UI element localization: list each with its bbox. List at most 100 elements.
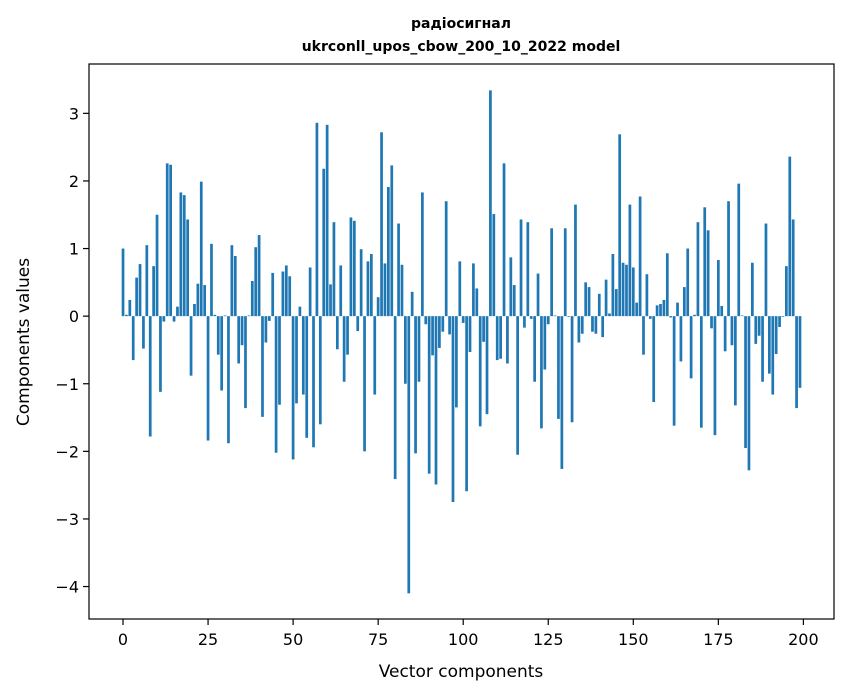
bar xyxy=(710,316,713,329)
bar xyxy=(482,316,485,342)
bar xyxy=(577,316,581,343)
bar xyxy=(492,214,496,317)
bar xyxy=(376,297,380,317)
bar xyxy=(274,316,278,453)
bar xyxy=(785,266,788,317)
bar xyxy=(404,316,407,384)
bar xyxy=(264,316,268,343)
bar xyxy=(298,306,302,317)
bar xyxy=(339,265,343,317)
bar xyxy=(478,316,482,427)
bar xyxy=(465,316,468,492)
bar xyxy=(342,316,346,382)
bar xyxy=(798,316,802,388)
bar xyxy=(768,316,771,374)
bar xyxy=(421,192,424,317)
bar xyxy=(162,316,166,322)
x-tick-label: 175 xyxy=(703,630,734,649)
bar xyxy=(693,314,696,317)
bar xyxy=(795,316,798,409)
x-tick-label: 0 xyxy=(118,630,128,649)
bar xyxy=(696,222,700,317)
bar xyxy=(254,247,258,317)
bar xyxy=(359,249,363,317)
bar xyxy=(502,163,506,317)
bar xyxy=(689,316,693,379)
bar xyxy=(472,263,475,317)
bar xyxy=(778,316,781,327)
bar-series xyxy=(121,90,802,594)
bar xyxy=(703,207,707,317)
bar xyxy=(509,257,513,317)
x-axis-label: Vector components xyxy=(379,662,544,682)
bar xyxy=(642,316,645,355)
bar xyxy=(356,316,360,332)
bar xyxy=(669,316,673,318)
y-tick-label: −4 xyxy=(55,578,79,597)
bar xyxy=(706,230,710,317)
bar xyxy=(363,316,366,452)
bar xyxy=(737,183,741,317)
bar xyxy=(679,316,683,362)
bar xyxy=(223,315,227,317)
bar xyxy=(625,264,628,317)
bar xyxy=(121,248,125,317)
bar xyxy=(448,316,451,335)
bar xyxy=(315,122,319,317)
bar xyxy=(526,222,530,317)
bar xyxy=(597,293,601,317)
bar xyxy=(570,316,574,423)
bar xyxy=(301,316,305,395)
bar xyxy=(383,263,387,317)
bar xyxy=(781,316,785,317)
bar xyxy=(380,132,383,317)
bar xyxy=(533,316,536,382)
bar xyxy=(713,316,717,436)
bar xyxy=(761,316,764,382)
bar xyxy=(584,282,588,317)
bar xyxy=(424,316,428,325)
bar xyxy=(427,316,431,474)
bar xyxy=(591,316,594,332)
bar xyxy=(332,222,336,317)
bar xyxy=(608,313,611,317)
bar xyxy=(305,316,309,438)
bar xyxy=(417,316,421,382)
chart-title-line1: радіосигнал xyxy=(411,16,511,32)
bar xyxy=(199,181,203,317)
bar xyxy=(628,204,632,317)
x-tick-label: 125 xyxy=(533,630,564,649)
bar xyxy=(754,316,758,344)
bar xyxy=(233,255,237,317)
bar xyxy=(574,204,577,317)
bar xyxy=(169,164,172,317)
bar xyxy=(135,277,138,317)
bar xyxy=(723,316,727,352)
bar xyxy=(165,163,169,317)
bar xyxy=(485,316,489,415)
bar xyxy=(142,316,145,349)
bar xyxy=(335,316,339,350)
bar xyxy=(546,316,550,325)
bar xyxy=(699,316,703,428)
bar xyxy=(567,316,571,317)
bar xyxy=(716,260,720,317)
y-tick-label: 1 xyxy=(69,240,79,259)
bar xyxy=(438,316,441,348)
bar xyxy=(676,302,679,317)
y-tick-label: 2 xyxy=(69,172,79,191)
bar xyxy=(267,316,271,321)
x-tick-label: 25 xyxy=(198,630,218,649)
bar xyxy=(771,316,775,395)
bar xyxy=(662,299,666,317)
bar xyxy=(529,316,533,319)
bar xyxy=(366,261,370,317)
bar xyxy=(261,316,264,417)
bar xyxy=(730,316,734,346)
y-tick-label: −1 xyxy=(55,375,79,394)
bar xyxy=(659,303,662,317)
bar xyxy=(125,314,128,317)
bar xyxy=(329,284,332,317)
